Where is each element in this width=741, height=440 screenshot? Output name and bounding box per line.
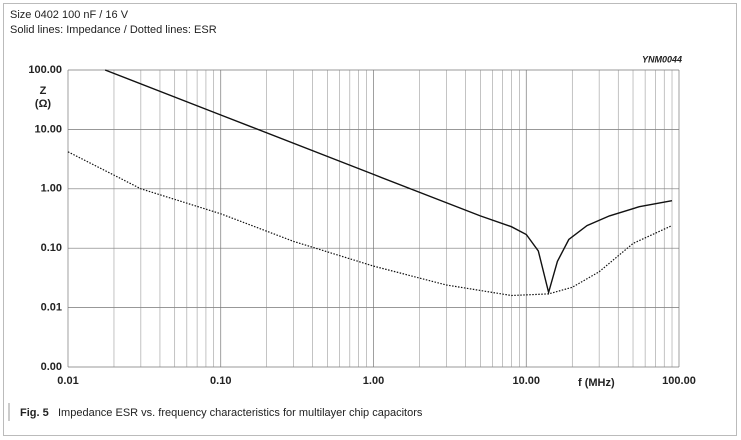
x-tick-label: 1.00 (363, 375, 384, 387)
caption-bar (8, 403, 10, 421)
x-label: f (MHz) (578, 377, 615, 389)
frame (3, 3, 737, 436)
y-tick-label: 10.00 (34, 123, 62, 135)
x-tick-label: 0.10 (210, 375, 231, 387)
x-tick-label: 100.00 (662, 375, 696, 387)
y-label: Z (40, 85, 47, 97)
caption-text: Impedance ESR vs. frequency characterist… (58, 407, 423, 419)
code: YNM0044 (642, 54, 682, 64)
y-tick-label: 100.00 (28, 64, 62, 76)
series-line (67, 151, 673, 297)
y-tick-label: 0.01 (41, 302, 62, 314)
caption-label: Fig. 5 (20, 407, 49, 419)
x-tick-label: 0.01 (57, 375, 78, 387)
x-tick-label: 10.00 (512, 375, 540, 387)
y-tick-label: 1.00 (41, 183, 62, 195)
series-line (104, 69, 673, 296)
y-tick-label: 0.10 (41, 242, 62, 254)
header-line: Size 0402 100 nF / 16 V (10, 9, 129, 21)
header-line: Solid lines: Impedance / Dotted lines: E… (10, 24, 217, 36)
y-label: (Ω) (35, 98, 51, 110)
y-tick-label: 0.00 (41, 361, 62, 373)
